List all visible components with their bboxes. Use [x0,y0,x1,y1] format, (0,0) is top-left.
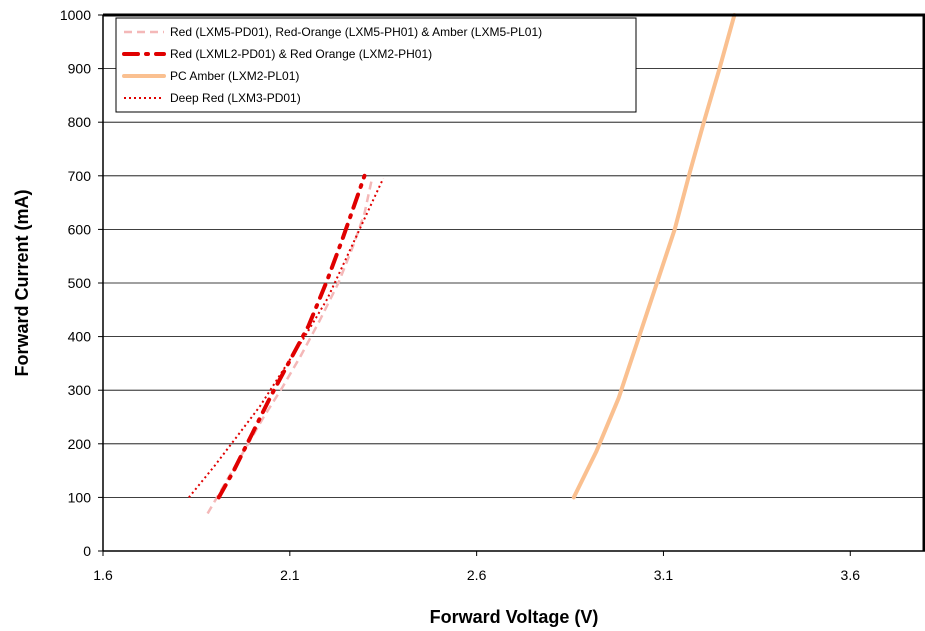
y-tick-label: 1000 [60,7,91,23]
y-tick-label: 300 [68,382,92,398]
legend: Red (LXM5-PD01), Red-Orange (LXM5-PH01) … [115,17,637,113]
legend-label-4: Deep Red (LXM3-PD01) [170,91,301,105]
y-axis-title: Forward Current (mA) [12,189,32,376]
y-tick-label: 200 [68,436,92,452]
data-series [188,13,737,515]
legend-label-3: PC Amber (LXM2-PL01) [170,69,299,83]
x-tick-label: 2.1 [280,567,300,583]
y-tick-label: 700 [68,168,92,184]
series-line-1 [206,178,374,515]
legend-box [115,17,637,113]
y-tick-label: 800 [68,114,92,130]
y-tick-label: 900 [68,61,92,77]
tick-labels: 0 100 200 300 400 500 600 700 800 900 1000 1.6 2.1 2.… [60,7,860,583]
y-tick-label: 100 [68,489,92,505]
series-line-4 [188,178,385,499]
x-tick-label: 1.6 [93,567,113,583]
y-tick-label: 600 [68,221,92,237]
legend-label-2: Red (LXML2-PD01) & Red Orange (LXM2-PH01… [170,47,432,61]
series-line-2 [216,173,367,500]
y-tick-label: 400 [68,329,92,345]
y-tick-label: 0 [83,543,91,559]
axes [102,13,925,552]
x-tick-label: 2.6 [467,567,487,583]
y-tick-label: 500 [68,275,92,291]
series-line-3 [571,13,737,500]
x-tick-label: 3.6 [841,567,861,583]
x-axis-title: Forward Voltage (V) [430,607,599,627]
x-tick-label: 3.1 [654,567,674,583]
legend-label-1: Red (LXM5-PD01), Red-Orange (LXM5-PH01) … [170,25,542,39]
